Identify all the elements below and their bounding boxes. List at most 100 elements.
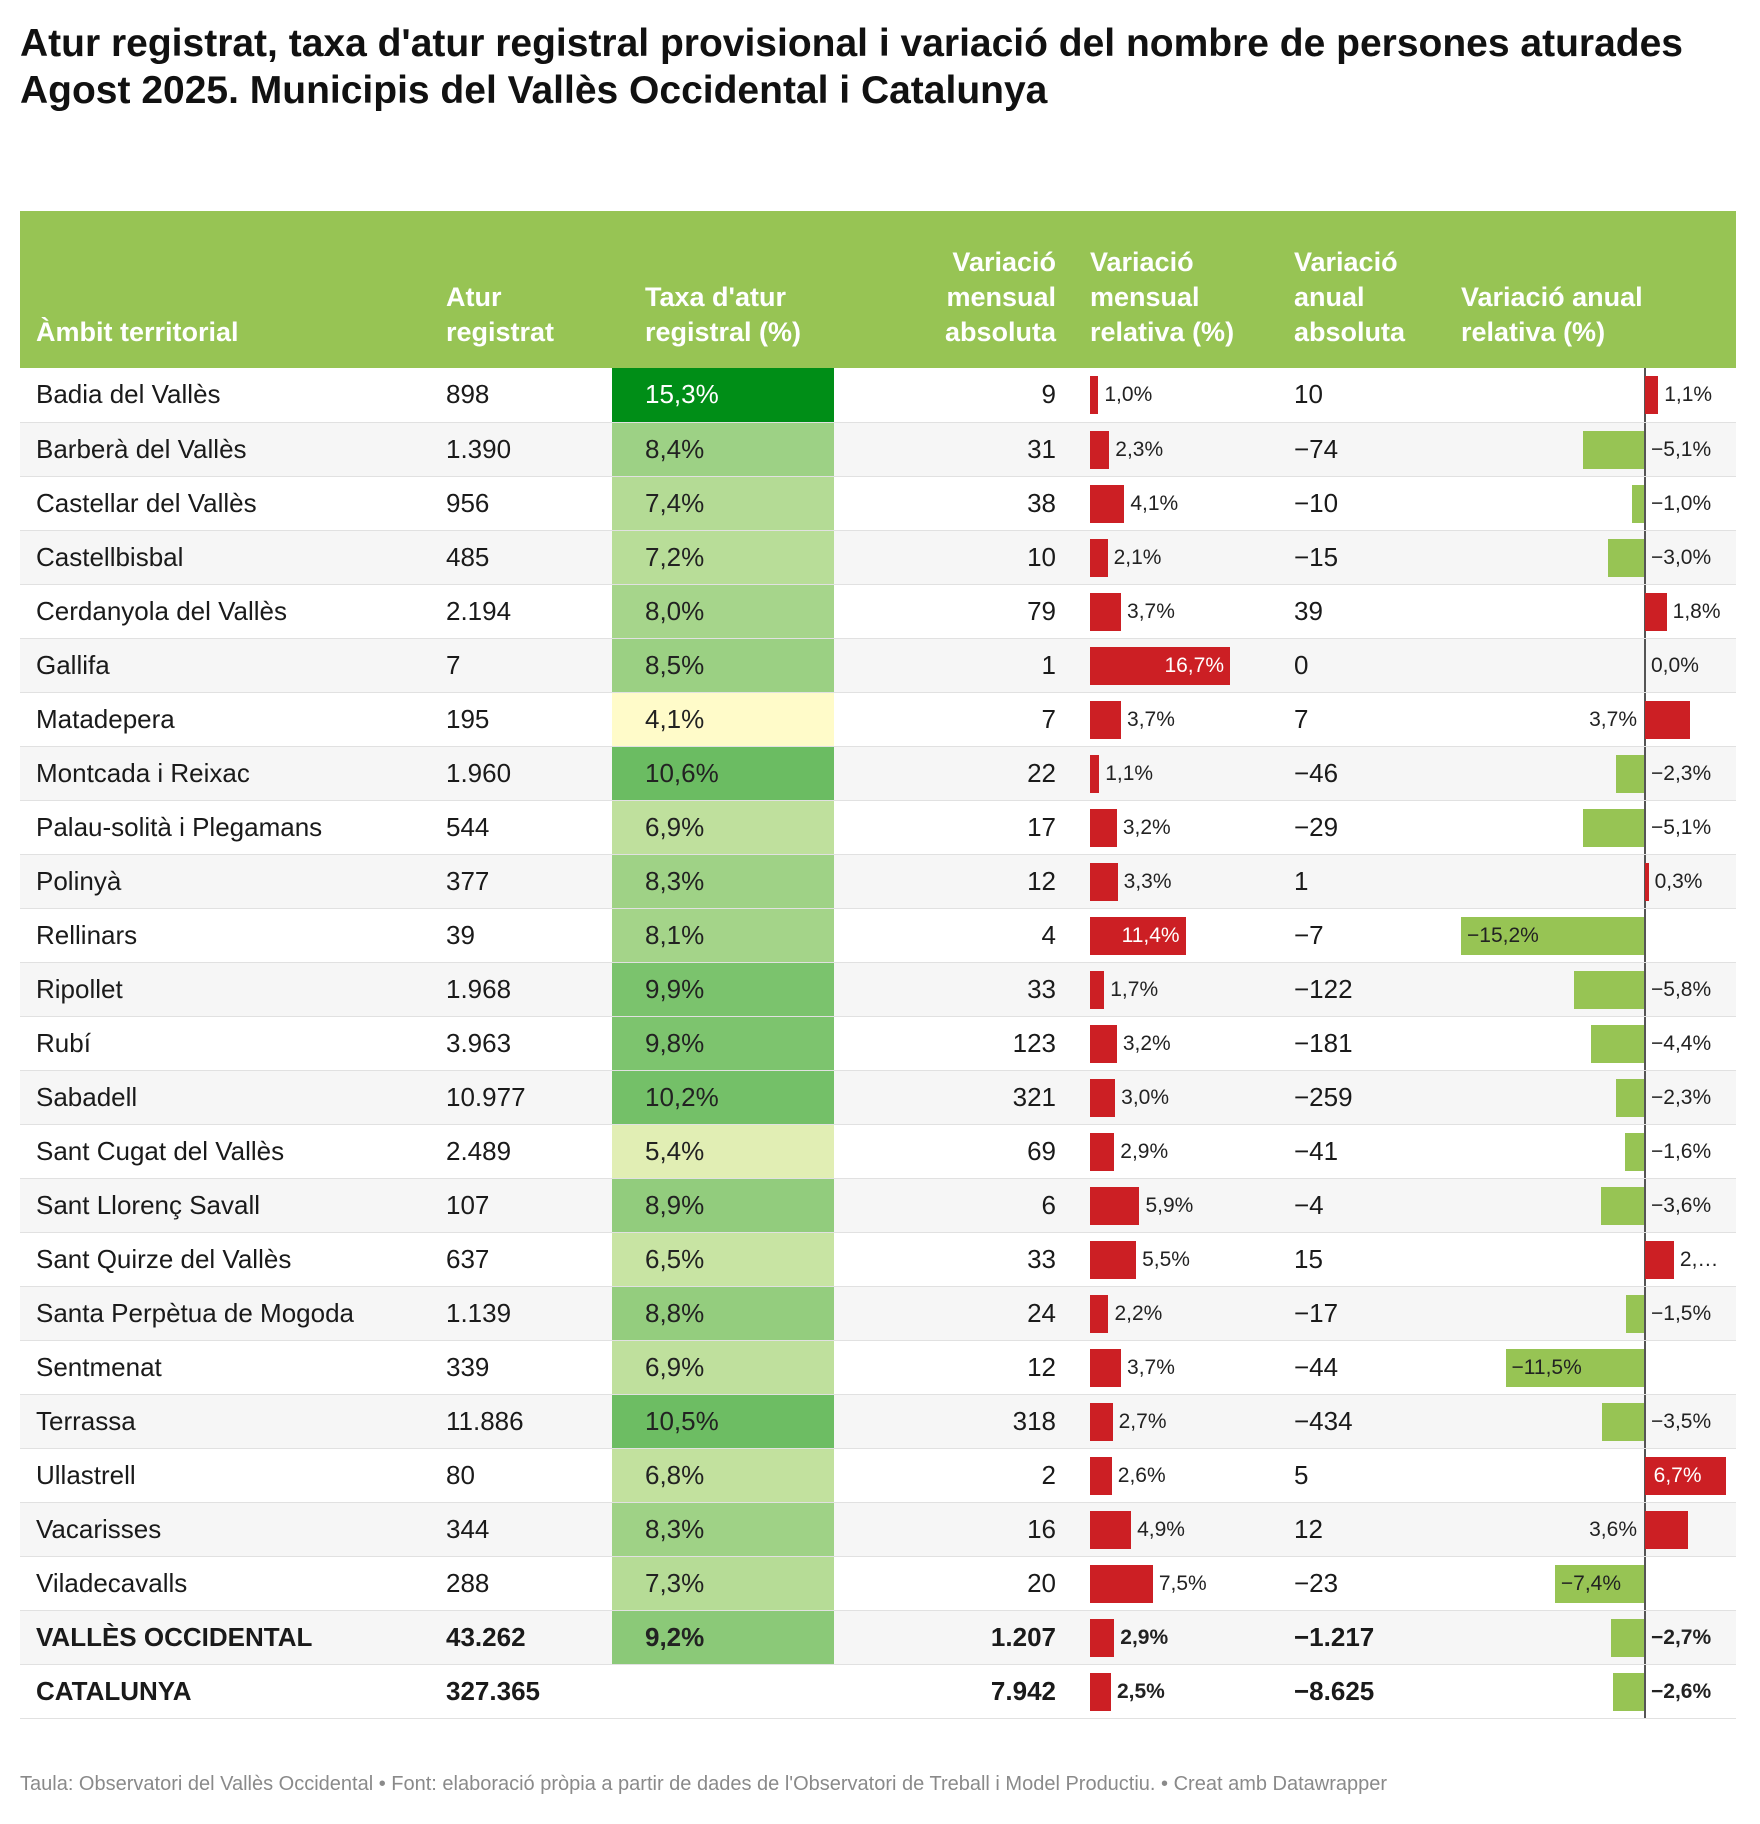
monthly-relative-bar (1090, 1294, 1109, 1333)
cell-atur: 898 (430, 368, 612, 423)
cell-var-anual-rel: 0,3% (1461, 854, 1736, 909)
cell-var-mensual-rel: 4,9% (1072, 1502, 1278, 1557)
zero-axis-line (1644, 1124, 1646, 1177)
cell-ambit: Castellar del Vallès (20, 476, 430, 531)
annual-relative-bar-positive (1645, 862, 1649, 901)
cell-ambit: Santa Perpètua de Mogoda (20, 1286, 430, 1341)
annual-relative-label: −1,0% (1651, 491, 1712, 515)
cell-var-mensual-abs: 24 (834, 1286, 1072, 1341)
header-ambit[interactable]: Àmbit territorial (20, 211, 430, 368)
monthly-relative-label: 4,9% (1137, 1517, 1185, 1541)
cell-var-mensual-rel: 1,1% (1072, 746, 1278, 801)
annual-relative-label: −3,5% (1651, 1409, 1712, 1433)
cell-var-mensual-rel: 2,7% (1072, 1394, 1278, 1449)
annual-relative-label: −5,1% (1651, 437, 1712, 461)
table-row: Sant Llorenç Savall 107 8,9% 6 5,9% −4 −3,6% (20, 1178, 1736, 1233)
cell-var-mensual-abs: 4 (834, 908, 1072, 963)
annual-relative-bar-positive (1645, 376, 1659, 414)
table-row: Barberà del Vallès 1.390 8,4% 31 2,3% −74 −5,1… (20, 422, 1736, 477)
cell-ambit: CATALUNYA (20, 1664, 430, 1719)
table-body: Badia del Vallès 898 15,3% 9 1,0% 10 1,1% Barbe… (20, 368, 1736, 1719)
annual-relative-label: 1,1% (1664, 383, 1713, 406)
annual-relative-bar-negative (1616, 1078, 1644, 1117)
cell-ambit: Ripollet (20, 962, 430, 1017)
cell-atur: 956 (430, 476, 612, 531)
annual-relative-label: −4,4% (1651, 1031, 1712, 1055)
cell-taxa: 8,5% (612, 638, 834, 693)
annual-relative-bar-negative (1612, 1672, 1644, 1711)
cell-var-anual-abs: 5 (1278, 1448, 1461, 1503)
cell-var-anual-abs: −4 (1278, 1178, 1461, 1233)
monthly-relative-label: 1,0% (1104, 383, 1153, 406)
monthly-relative-bar (1090, 1672, 1111, 1711)
cell-var-anual-abs: −74 (1278, 422, 1461, 477)
cell-var-anual-rel: −5,1% (1461, 800, 1736, 855)
cell-taxa: 7,3% (612, 1556, 834, 1611)
cell-var-mensual-rel: 4,1% (1072, 476, 1278, 531)
monthly-relative-bar (1090, 430, 1110, 469)
annual-relative-label: −2,3% (1651, 1085, 1712, 1109)
cell-var-anual-rel: −3,5% (1461, 1394, 1736, 1449)
cell-ambit: Sant Cugat del Vallès (20, 1124, 430, 1179)
header-var-mensual-rel[interactable]: Variació mensual relativa (%) (1072, 211, 1278, 368)
table-row: Gallifa 7 8,5% 1 16,7% 0 0,0% (20, 638, 1736, 693)
header-atur[interactable]: Atur registrat (430, 211, 612, 368)
cell-taxa: 5,4% (612, 1124, 834, 1179)
monthly-relative-bar (1090, 592, 1122, 631)
annual-relative-bar-positive (1645, 592, 1667, 631)
table-row: Ullastrell 80 6,8% 2 2,6% 5 6,7% (20, 1448, 1736, 1503)
cell-var-anual-abs: −46 (1278, 746, 1461, 801)
annual-relative-bar-positive (1645, 700, 1690, 739)
cell-var-anual-rel: −2,7% (1461, 1610, 1736, 1665)
annual-relative-bar-negative (1591, 1024, 1644, 1063)
cell-var-anual-rel: −1,0% (1461, 476, 1736, 531)
monthly-relative-label: 1,1% (1105, 761, 1154, 785)
annual-relative-bar-negative (1505, 1348, 1644, 1387)
header-var-anual-abs[interactable]: Variació anual absoluta (1278, 211, 1461, 368)
header-taxa[interactable]: Taxa d'atur registral (%) (612, 211, 834, 368)
cell-var-anual-abs: −15 (1278, 530, 1461, 585)
zero-axis-line (1644, 746, 1646, 799)
cell-var-mensual-abs: 10 (834, 530, 1072, 585)
annual-relative-bar-negative (1582, 430, 1644, 469)
annual-relative-label: −3,0% (1651, 545, 1712, 569)
zero-axis-line (1644, 638, 1646, 691)
annual-relative-label: 0,0% (1651, 653, 1699, 677)
cell-var-mensual-rel: 3,2% (1072, 800, 1278, 855)
cell-ambit: Sant Quirze del Vallès (20, 1232, 430, 1287)
cell-var-mensual-rel: 2,9% (1072, 1610, 1278, 1665)
zero-axis-line (1644, 1610, 1646, 1663)
cell-var-anual-rel: −15,2% (1461, 908, 1736, 963)
cell-var-anual-abs: −434 (1278, 1394, 1461, 1449)
monthly-relative-bar (1090, 1240, 1137, 1279)
annual-relative-label: −15,2% (1467, 923, 1539, 947)
table-row: Sabadell 10.977 10,2% 321 3,0% −259 −2,3% (20, 1070, 1736, 1125)
annual-relative-label: −1,5% (1651, 1301, 1712, 1325)
zero-axis-line (1644, 962, 1646, 1015)
cell-atur: 485 (430, 530, 612, 585)
zero-axis-line (1644, 908, 1646, 961)
cell-taxa: 9,2% (612, 1610, 834, 1665)
cell-taxa: 10,5% (612, 1394, 834, 1449)
annual-relative-label: −7,4% (1560, 1571, 1622, 1595)
monthly-relative-bar (1090, 646, 1230, 685)
annual-relative-label: −11,5% (1511, 1355, 1582, 1379)
cell-var-mensual-rel: 3,7% (1072, 1340, 1278, 1395)
table-row: CATALUNYA 327.365 7.942 2,5% −8.625 −2,6% (20, 1664, 1736, 1719)
monthly-relative-bar (1090, 1402, 1113, 1441)
annual-relative-label: −2,7% (1651, 1625, 1712, 1649)
annual-relative-bar-negative (1607, 538, 1644, 577)
zero-axis-line (1644, 1556, 1646, 1609)
cell-atur: 11.886 (430, 1394, 612, 1449)
cell-atur: 107 (430, 1178, 612, 1233)
header-var-anual-rel[interactable]: Variació anual relativa (%) (1461, 211, 1736, 368)
cell-var-mensual-rel: 3,3% (1072, 854, 1278, 909)
monthly-relative-label: 3,2% (1122, 1031, 1171, 1055)
cell-var-anual-rel: 0,0% (1461, 638, 1736, 693)
header-var-mensual-abs[interactable]: Variació mensual absoluta (834, 211, 1072, 368)
annual-relative-bar-negative (1611, 1618, 1644, 1657)
zero-axis-line (1644, 1664, 1646, 1717)
cell-var-mensual-rel: 2,5% (1072, 1664, 1278, 1719)
cell-taxa: 8,3% (612, 854, 834, 909)
monthly-relative-label: 3,3% (1123, 869, 1172, 893)
